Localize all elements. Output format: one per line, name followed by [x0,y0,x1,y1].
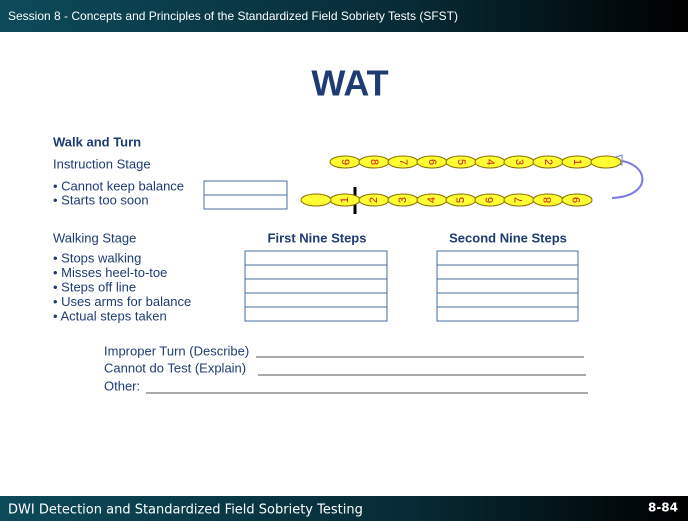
step-number: 1 [339,197,351,203]
session-title: Session 8 - Concepts and Principles of t… [8,9,458,23]
step-number: 9 [571,197,583,203]
item: • Starts too soon [53,192,149,207]
item: • Steps off line [53,279,136,294]
check-box [436,292,579,308]
item: • Misses heel-to-toe [53,265,167,280]
footer-course: DWI Detection and Standardized Field Sob… [8,503,363,518]
turn-arrow [611,159,644,199]
remark: Cannot do Test (Explain) [104,360,246,375]
step-number: 3 [513,159,525,165]
check-box [244,306,388,322]
step-number: 6 [484,197,496,203]
check-box [436,306,579,322]
step-number: 2 [368,197,380,203]
step-number: 3 [397,197,409,203]
step-number: 1 [571,159,583,165]
check-box [436,250,579,266]
stage-label: Instruction Stage [53,156,151,171]
step-number: 6 [426,159,438,165]
check-box [436,264,579,280]
item: • Uses arms for balance [53,294,191,309]
stage-label: Walking Stage [53,230,136,245]
slide-title: WAT [311,63,388,104]
footprint [590,155,622,169]
column-header: Second Nine Steps [449,230,567,245]
step-number: 9 [339,159,351,165]
item: • Stops walking [53,250,141,265]
remark: Improper Turn (Describe) [104,343,249,358]
check-box [244,250,388,266]
step-number: 8 [542,197,554,203]
check-box [203,194,288,210]
remark: Other: [104,378,140,393]
step-number: 5 [455,197,467,203]
footprint [300,193,332,207]
page-number: 8-84 [648,501,678,515]
step-number: 4 [426,197,438,203]
step-number: 5 [455,159,467,165]
check-box [436,278,579,294]
header-bar [0,0,688,32]
column-header: First Nine Steps [268,230,367,245]
step-number: 4 [484,159,496,165]
check-box [203,180,288,196]
footer-bar [0,496,688,521]
step-number: 2 [542,159,554,165]
step-number: 8 [368,159,380,165]
check-box [244,278,388,294]
check-box [244,264,388,280]
item: • Actual steps taken [53,308,167,323]
step-number: 7 [397,159,409,165]
section-title: Walk and Turn [53,134,141,149]
step-number: 7 [513,197,525,203]
footprint [561,193,593,207]
item: • Cannot keep balance [53,178,184,193]
check-box [244,292,388,308]
